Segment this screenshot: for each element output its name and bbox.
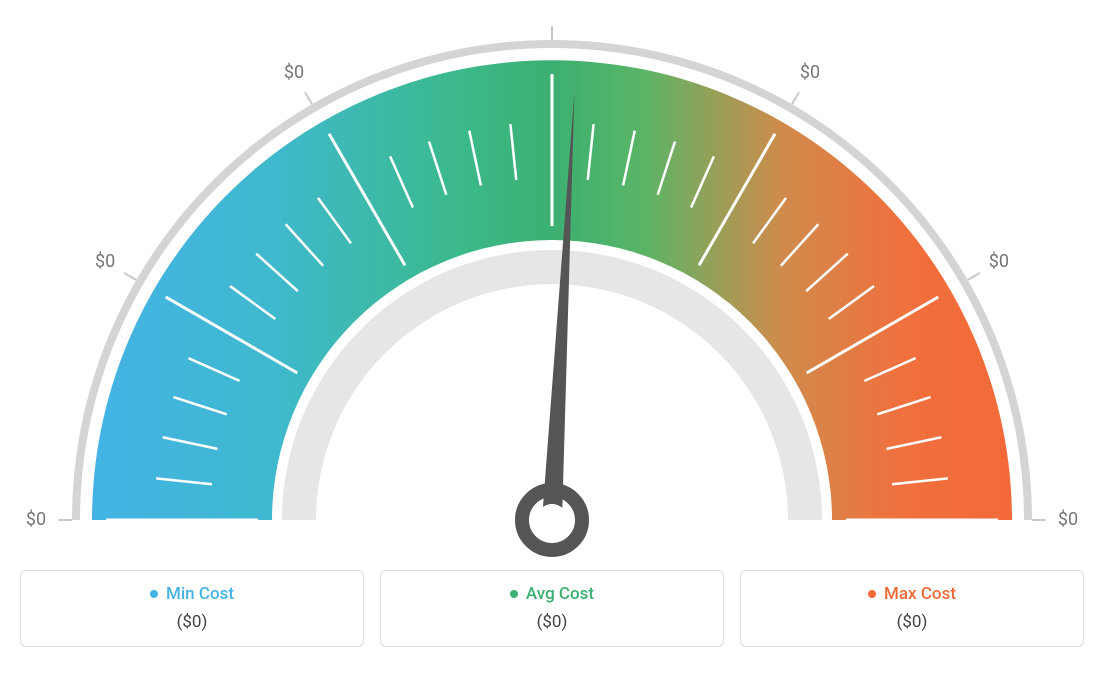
legend-title-min: Min Cost <box>150 584 234 604</box>
legend-card-min: Min Cost ($0) <box>20 570 364 647</box>
svg-text:$0: $0 <box>1058 509 1078 530</box>
legend-dot-min <box>150 590 158 598</box>
svg-text:$0: $0 <box>95 251 115 272</box>
legend-card-max: Max Cost ($0) <box>740 570 1084 647</box>
legend-title-avg: Avg Cost <box>510 584 594 604</box>
svg-text:$0: $0 <box>284 62 304 83</box>
gauge-chart: $0$0$0$0$0$0$0 <box>20 20 1084 560</box>
legend-label-avg: Avg Cost <box>526 584 594 604</box>
cost-gauge-widget: $0$0$0$0$0$0$0 Min Cost ($0) Avg Cost ($… <box>20 20 1084 647</box>
legend-value-max: ($0) <box>757 612 1067 632</box>
svg-text:$0: $0 <box>989 251 1009 272</box>
legend-row: Min Cost ($0) Avg Cost ($0) Max Cost ($0… <box>20 570 1084 647</box>
legend-card-avg: Avg Cost ($0) <box>380 570 724 647</box>
legend-value-min: ($0) <box>37 612 347 632</box>
legend-value-avg: ($0) <box>397 612 707 632</box>
legend-label-min: Min Cost <box>166 584 234 604</box>
legend-dot-max <box>868 590 876 598</box>
legend-label-max: Max Cost <box>884 584 956 604</box>
svg-text:$0: $0 <box>800 62 820 83</box>
legend-title-max: Max Cost <box>868 584 956 604</box>
svg-text:$0: $0 <box>26 509 46 530</box>
legend-dot-avg <box>510 590 518 598</box>
